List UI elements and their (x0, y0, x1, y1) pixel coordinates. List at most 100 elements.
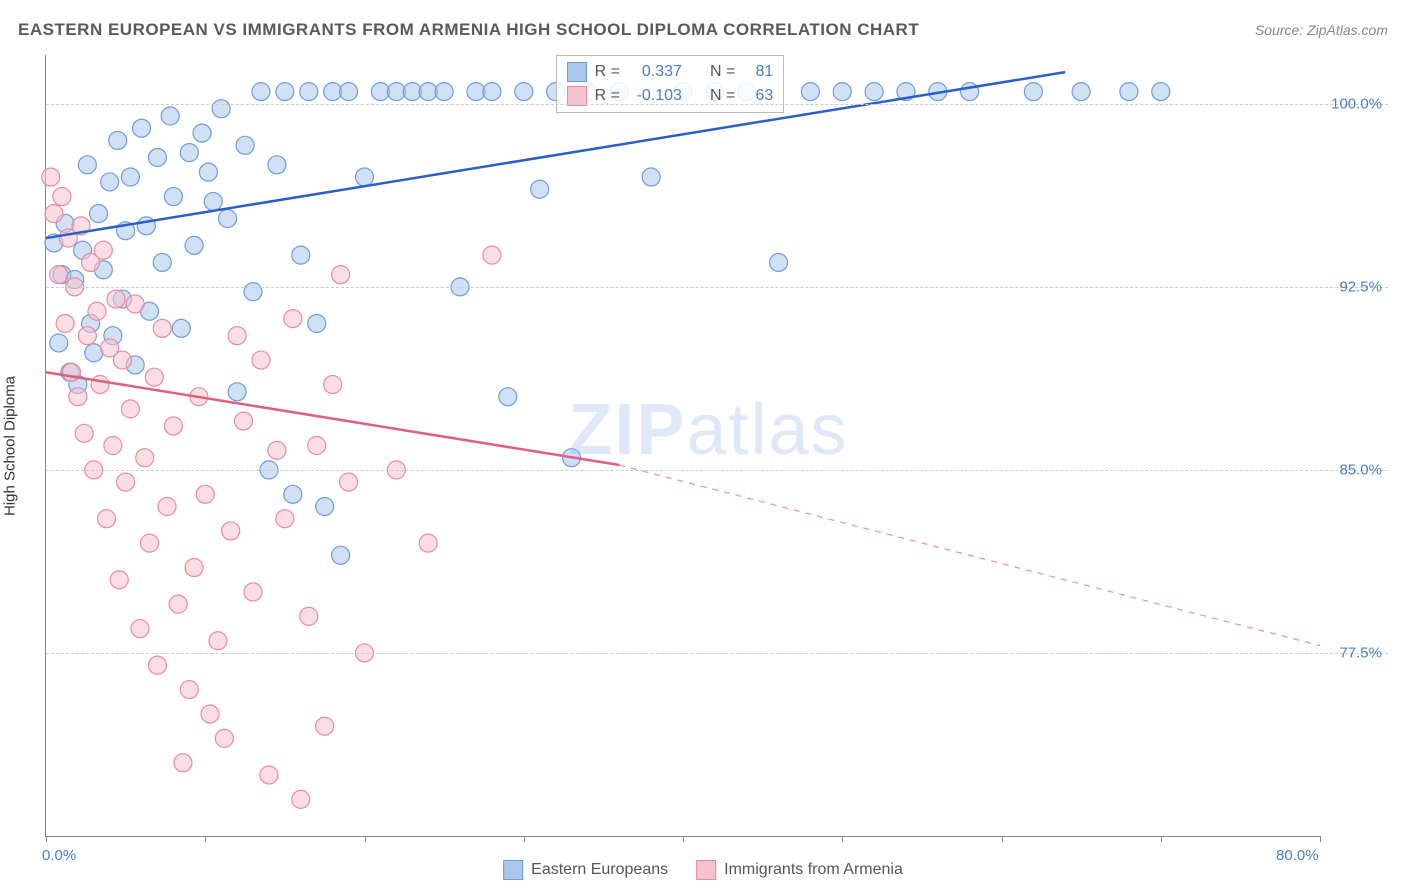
trend-line-series2-dashed (619, 465, 1320, 646)
legend-bottom: Eastern Europeans Immigrants from Armeni… (503, 860, 903, 880)
scatter-point (91, 375, 109, 393)
scatter-point (180, 144, 198, 162)
scatter-point (148, 656, 166, 674)
legend-label-2: Immigrants from Armenia (724, 861, 903, 879)
scatter-point (53, 188, 71, 206)
x-tick-label: 0.0% (42, 847, 76, 864)
scatter-point (215, 729, 233, 747)
scatter-point (419, 534, 437, 552)
scatter-point (371, 83, 389, 101)
scatter-point (236, 136, 254, 154)
scatter-point (308, 437, 326, 455)
legend-swatch-2 (696, 860, 716, 880)
scatter-point (228, 383, 246, 401)
scatter-point (199, 163, 217, 181)
scatter-point (69, 388, 87, 406)
scatter-point (316, 498, 334, 516)
scatter-point (133, 119, 151, 137)
stats-swatch-series1 (567, 62, 587, 82)
tick-v (46, 836, 47, 842)
scatter-point (252, 83, 270, 101)
scatter-point (153, 319, 171, 337)
scatter-point (169, 595, 187, 613)
scatter-point (483, 246, 501, 264)
scatter-point (515, 83, 533, 101)
scatter-point (158, 498, 176, 516)
scatter-point (50, 266, 68, 284)
scatter-point (300, 607, 318, 625)
scatter-point (90, 205, 108, 223)
scatter-point (419, 83, 437, 101)
scatter-point (244, 583, 262, 601)
scatter-point (260, 766, 278, 784)
stats-r-label: R = (595, 63, 620, 81)
scatter-point (201, 705, 219, 723)
tick-v (365, 836, 366, 842)
scatter-point (332, 546, 350, 564)
plot-area: ZIPatlas R = 0.337 N = 81 R = -0.103 N =… (45, 55, 1320, 837)
scatter-point (284, 485, 302, 503)
scatter-point (1152, 83, 1170, 101)
legend-item-2: Immigrants from Armenia (696, 860, 903, 880)
scatter-point (94, 241, 112, 259)
stats-n-label: N = (710, 63, 735, 81)
scatter-point (101, 173, 119, 191)
tick-v (842, 836, 843, 842)
scatter-point (387, 83, 405, 101)
scatter-point (284, 310, 302, 328)
y-tick-label: 100.0% (1331, 95, 1382, 112)
scatter-point (252, 351, 270, 369)
scatter-point (141, 534, 159, 552)
scatter-point (117, 473, 135, 491)
scatter-point (770, 253, 788, 271)
stats-n-value-2: 63 (743, 87, 773, 105)
scatter-point (268, 441, 286, 459)
scatter-point (292, 790, 310, 808)
scatter-point (98, 510, 116, 528)
stats-row-1: R = 0.337 N = 81 (567, 60, 774, 84)
scatter-point (228, 327, 246, 345)
gridline-h (46, 104, 1388, 105)
legend-label-1: Eastern Europeans (531, 861, 668, 879)
scatter-point (324, 375, 342, 393)
scatter-point (113, 351, 131, 369)
scatter-point (833, 83, 851, 101)
scatter-point (75, 424, 93, 442)
gridline-h (46, 653, 1388, 654)
tick-v (1320, 836, 1321, 842)
chart-container: ZIPatlas R = 0.337 N = 81 R = -0.103 N =… (45, 55, 1388, 837)
legend-swatch-1 (503, 860, 523, 880)
scatter-point (126, 295, 144, 313)
scatter-point (56, 314, 74, 332)
scatter-point (164, 188, 182, 206)
scatter-point (196, 485, 214, 503)
tick-v (205, 836, 206, 842)
scatter-point (121, 168, 139, 186)
scatter-point (276, 83, 294, 101)
scatter-point (1072, 83, 1090, 101)
scatter-point (234, 412, 252, 430)
scatter-point (136, 449, 154, 467)
scatter-point (78, 327, 96, 345)
stats-n-label2: N = (710, 87, 735, 105)
chart-title: EASTERN EUROPEAN VS IMMIGRANTS FROM ARME… (18, 20, 919, 40)
scatter-point (300, 83, 318, 101)
scatter-point (467, 83, 485, 101)
scatter-point (219, 210, 237, 228)
y-tick-label: 92.5% (1339, 278, 1382, 295)
scatter-point (483, 83, 501, 101)
scatter-point (499, 388, 517, 406)
scatter-point (642, 168, 660, 186)
scatter-point (148, 149, 166, 167)
scatter-point (121, 400, 139, 418)
scatter-point (316, 717, 334, 735)
scatter-point (531, 180, 549, 198)
chart-source: Source: ZipAtlas.com (1255, 22, 1388, 38)
scatter-point (104, 437, 122, 455)
scatter-point (212, 100, 230, 118)
scatter-point (1024, 83, 1042, 101)
scatter-point (292, 246, 310, 264)
scatter-point (174, 754, 192, 772)
stats-n-value-1: 81 (743, 63, 773, 81)
y-tick-label: 77.5% (1339, 644, 1382, 661)
